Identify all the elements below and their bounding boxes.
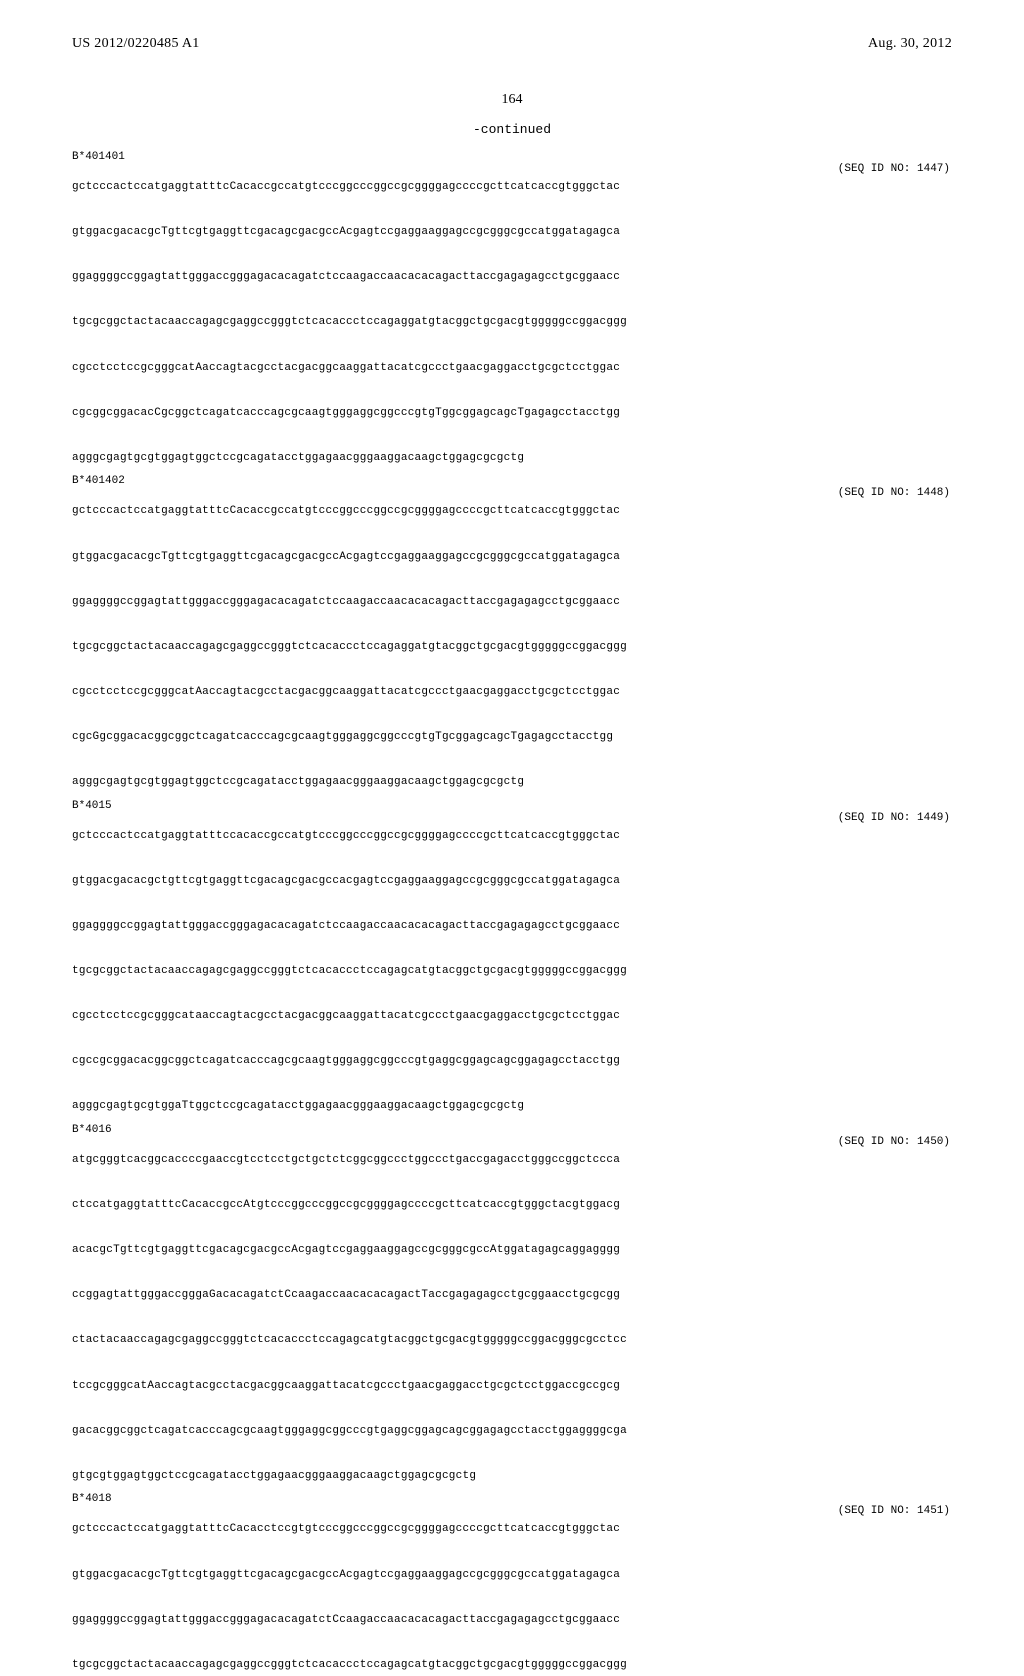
sequence-id-row: (SEQ ID NO: 1449) xyxy=(72,812,952,825)
sequence-entry: B*4015 (SEQ ID NO: 1449) gctcccactccatga… xyxy=(72,800,952,1118)
sequence-lines: gctcccactccatgaggtatttccacaccgccatgtcccg… xyxy=(72,825,952,1118)
sequence-lines: gctcccactccatgaggtatttcCacaccgccatgtcccg… xyxy=(72,176,952,469)
sequence-id: (SEQ ID NO: 1450) xyxy=(838,1136,952,1149)
header-publication-number: US 2012/0220485 A1 xyxy=(72,36,200,52)
sequence-lines: gctcccactccatgaggtatttcCacaccgccatgtcccg… xyxy=(72,500,952,793)
sequence-label: B*4018 xyxy=(72,1493,952,1505)
sequence-label: B*4016 xyxy=(72,1124,952,1136)
sequence-id-row: (SEQ ID NO: 1450) xyxy=(72,1136,952,1149)
header-date: Aug. 30, 2012 xyxy=(868,36,952,52)
sequence-entry: B*4018 (SEQ ID NO: 1451) gctcccactccatga… xyxy=(72,1493,952,1676)
sequence-id-row: (SEQ ID NO: 1451) xyxy=(72,1505,952,1518)
sequence-label: B*401401 xyxy=(72,151,952,163)
sequence-id-row: (SEQ ID NO: 1448) xyxy=(72,487,952,500)
page-number: 164 xyxy=(72,92,952,108)
continued-label: -continued xyxy=(72,122,952,137)
sequence-entry: B*4016 (SEQ ID NO: 1450) atgcgggtcacggca… xyxy=(72,1124,952,1487)
sequence-id-row: (SEQ ID NO: 1447) xyxy=(72,163,952,176)
sequence-lines: gctcccactccatgaggtatttcCacacctccgtgtcccg… xyxy=(72,1518,952,1676)
sequence-id: (SEQ ID NO: 1449) xyxy=(838,812,952,825)
sequence-label: B*401402 xyxy=(72,475,952,487)
sequence-label: B*4015 xyxy=(72,800,952,812)
sequence-id: (SEQ ID NO: 1451) xyxy=(838,1505,952,1518)
sequence-lines: atgcgggtcacggcaccccgaaccgtcctcctgctgctct… xyxy=(72,1149,952,1487)
page-root: US 2012/0220485 A1 Aug. 30, 2012 164 -co… xyxy=(0,0,1024,1320)
sequence-id: (SEQ ID NO: 1447) xyxy=(838,163,952,176)
sequence-id: (SEQ ID NO: 1448) xyxy=(838,487,952,500)
sequence-entry: B*401402 (SEQ ID NO: 1448) gctcccactccat… xyxy=(72,475,952,793)
sequence-entry: B*401401 (SEQ ID NO: 1447) gctcccactccat… xyxy=(72,151,952,469)
